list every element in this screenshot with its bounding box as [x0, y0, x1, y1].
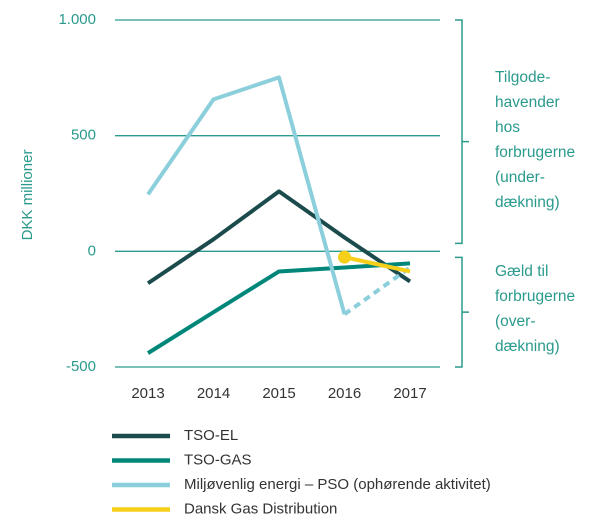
legend-label: Dansk Gas Distribution	[184, 500, 337, 517]
bracket	[455, 19, 469, 245]
annotation-line: forbrugerne	[495, 144, 575, 161]
y-tick-label: 1.000	[58, 11, 96, 28]
annotation-line: (under-	[495, 169, 545, 186]
marker	[338, 250, 351, 264]
series-line	[146, 261, 411, 355]
annotation-line: dækning)	[495, 338, 560, 355]
series-line	[146, 75, 347, 315]
y-tick-label: 500	[71, 127, 96, 144]
annotation-line: Tilgode-	[495, 69, 550, 86]
legend-label: TSO-GAS	[184, 451, 252, 468]
x-tick-label: 2016	[328, 385, 361, 402]
series-line-dashed	[343, 265, 412, 316]
annotation-line: havender	[495, 94, 560, 111]
annotation-line: (over-	[495, 313, 535, 330]
annotation-line: forbrugerne	[495, 288, 575, 305]
x-tick-label: 2017	[393, 385, 426, 402]
annotation-line: hos	[495, 119, 520, 136]
bracket	[455, 256, 469, 368]
y-axis-label: DKK millioner	[19, 150, 36, 241]
legend-label: TSO-EL	[184, 427, 238, 444]
x-tick-label: 2015	[262, 385, 295, 402]
series-line	[146, 189, 412, 285]
y-tick-label: 0	[88, 242, 96, 259]
annotation-line: Gæld til	[495, 263, 548, 280]
x-tick-label: 2013	[131, 385, 164, 402]
annotation-line: dækning)	[495, 194, 560, 211]
legend-label: Miljøvenlig energi – PSO (ophørende akti…	[184, 476, 491, 493]
x-tick-label: 2014	[197, 385, 230, 402]
y-tick-label: -500	[66, 358, 96, 375]
series-line	[344, 255, 411, 274]
